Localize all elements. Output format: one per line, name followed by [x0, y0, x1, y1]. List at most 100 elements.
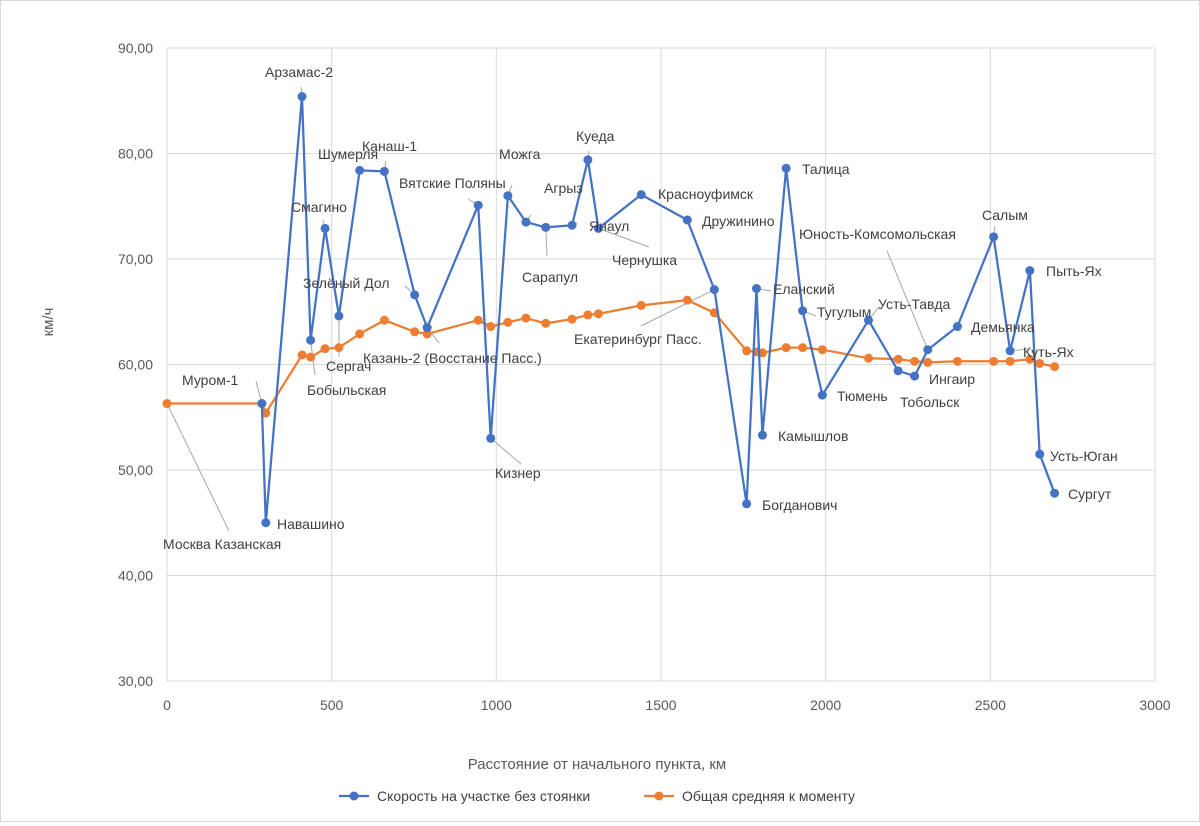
data-point-1: [1025, 266, 1034, 275]
data-point-1: [894, 366, 903, 375]
data-label: Смагино: [291, 199, 347, 215]
data-point-2: [355, 329, 364, 338]
data-point-1: [637, 190, 646, 199]
data-point-2: [818, 345, 827, 354]
data-point-1: [568, 221, 577, 230]
x-tick-label: 3000: [1139, 697, 1170, 713]
data-point-1: [503, 191, 512, 200]
data-point-1: [1035, 450, 1044, 459]
grid-lines: [167, 48, 1155, 681]
data-label: Кизнер: [495, 465, 541, 481]
data-point-2: [503, 318, 512, 327]
data-label: Чернушка: [612, 252, 677, 268]
data-label: Богданович: [762, 497, 837, 513]
data-point-1: [798, 306, 807, 315]
data-point-1: [474, 201, 483, 210]
legend-swatch-marker: [350, 792, 359, 801]
data-label: Арзамас-2: [265, 64, 333, 80]
data-label: Сарапул: [522, 269, 578, 285]
data-point-2: [782, 343, 791, 352]
x-tick-label: 1500: [645, 697, 676, 713]
data-point-2: [989, 357, 998, 366]
data-label: Тюмень: [837, 388, 888, 404]
x-tick-label: 2500: [975, 697, 1006, 713]
data-label: Муром-1: [182, 372, 239, 388]
data-label: Зелёный Дол: [303, 275, 390, 291]
data-label: Куть-Ях: [1023, 344, 1074, 360]
data-label: Дружинино: [702, 213, 775, 229]
data-point-1: [321, 224, 330, 233]
data-label: Янаул: [589, 218, 629, 234]
data-point-1: [261, 518, 270, 527]
data-label: Юность-Комсомольская: [799, 226, 956, 242]
data-label: Екатеринбург Пасс.: [574, 331, 702, 347]
data-label: Пыть-Ях: [1046, 263, 1102, 279]
data-point-1: [583, 155, 592, 164]
data-label: Канаш-1: [362, 138, 417, 154]
data-label: Сургут: [1068, 486, 1112, 502]
data-point-1: [752, 284, 761, 293]
data-point-1: [306, 336, 315, 345]
data-point-2: [923, 358, 932, 367]
data-label: Еланский: [773, 281, 835, 297]
data-label: Красноуфимск: [658, 186, 754, 202]
data-label: Талица: [802, 161, 850, 177]
data-point-1: [334, 311, 343, 320]
data-label: Казань-2 (Восстание Пасс.): [363, 350, 542, 366]
data-point-2: [1006, 357, 1015, 366]
data-point-1: [257, 399, 266, 408]
label-leader-line: [167, 404, 229, 531]
x-tick-label: 2000: [810, 697, 841, 713]
data-point-2: [334, 343, 343, 352]
data-label: Бобыльская: [307, 382, 386, 398]
legend-label: Скорость на участке без стоянки: [377, 788, 590, 804]
data-label: Салым: [982, 207, 1028, 223]
legend-item-1: Скорость на участке без стоянки: [339, 788, 590, 804]
data-point-2: [1035, 359, 1044, 368]
data-point-2: [953, 357, 962, 366]
data-point-1: [1006, 346, 1015, 355]
x-axis-title: Расстояние от начального пункта, км: [468, 756, 726, 773]
data-point-1: [541, 223, 550, 232]
data-point-1: [521, 218, 530, 227]
data-point-2: [683, 296, 692, 305]
y-tick-label: 50,00: [118, 462, 153, 478]
data-point-2: [583, 310, 592, 319]
data-point-2: [486, 322, 495, 331]
data-point-2: [321, 344, 330, 353]
data-label: Ингаир: [929, 371, 975, 387]
data-label: Тобольск: [900, 394, 960, 410]
data-point-2: [306, 353, 315, 362]
data-point-2: [568, 315, 577, 324]
data-point-1: [818, 391, 827, 400]
data-point-1: [423, 323, 432, 332]
legend: Скорость на участке без стоянки Общая сре…: [339, 788, 855, 804]
data-label: Вятские Поляны: [399, 175, 506, 191]
data-point-1: [953, 322, 962, 331]
data-point-1: [758, 431, 767, 440]
label-leader-line: [491, 438, 521, 464]
data-label: Москва Казанская: [163, 536, 281, 552]
legend-item-2: Общая средняя к моменту: [644, 788, 855, 804]
data-point-1: [989, 232, 998, 241]
data-point-2: [380, 316, 389, 325]
y-tick-label: 40,00: [118, 568, 153, 584]
y-tick-label: 30,00: [118, 673, 153, 689]
data-point-2: [298, 351, 307, 360]
x-tick-label: 1000: [481, 697, 512, 713]
data-point-2: [163, 399, 172, 408]
x-tick-label: 0: [163, 697, 171, 713]
data-point-2: [894, 355, 903, 364]
data-point-2: [474, 316, 483, 325]
legend-label: Общая средняя к моменту: [682, 788, 855, 804]
y-axis-title: км/ч: [40, 308, 57, 337]
data-point-2: [910, 357, 919, 366]
data-point-1: [910, 372, 919, 381]
data-label: Усть-Юган: [1050, 448, 1118, 464]
y-tick-label: 80,00: [118, 146, 153, 162]
y-tick-label: 60,00: [118, 357, 153, 373]
data-label: Демьянка: [971, 319, 1035, 335]
